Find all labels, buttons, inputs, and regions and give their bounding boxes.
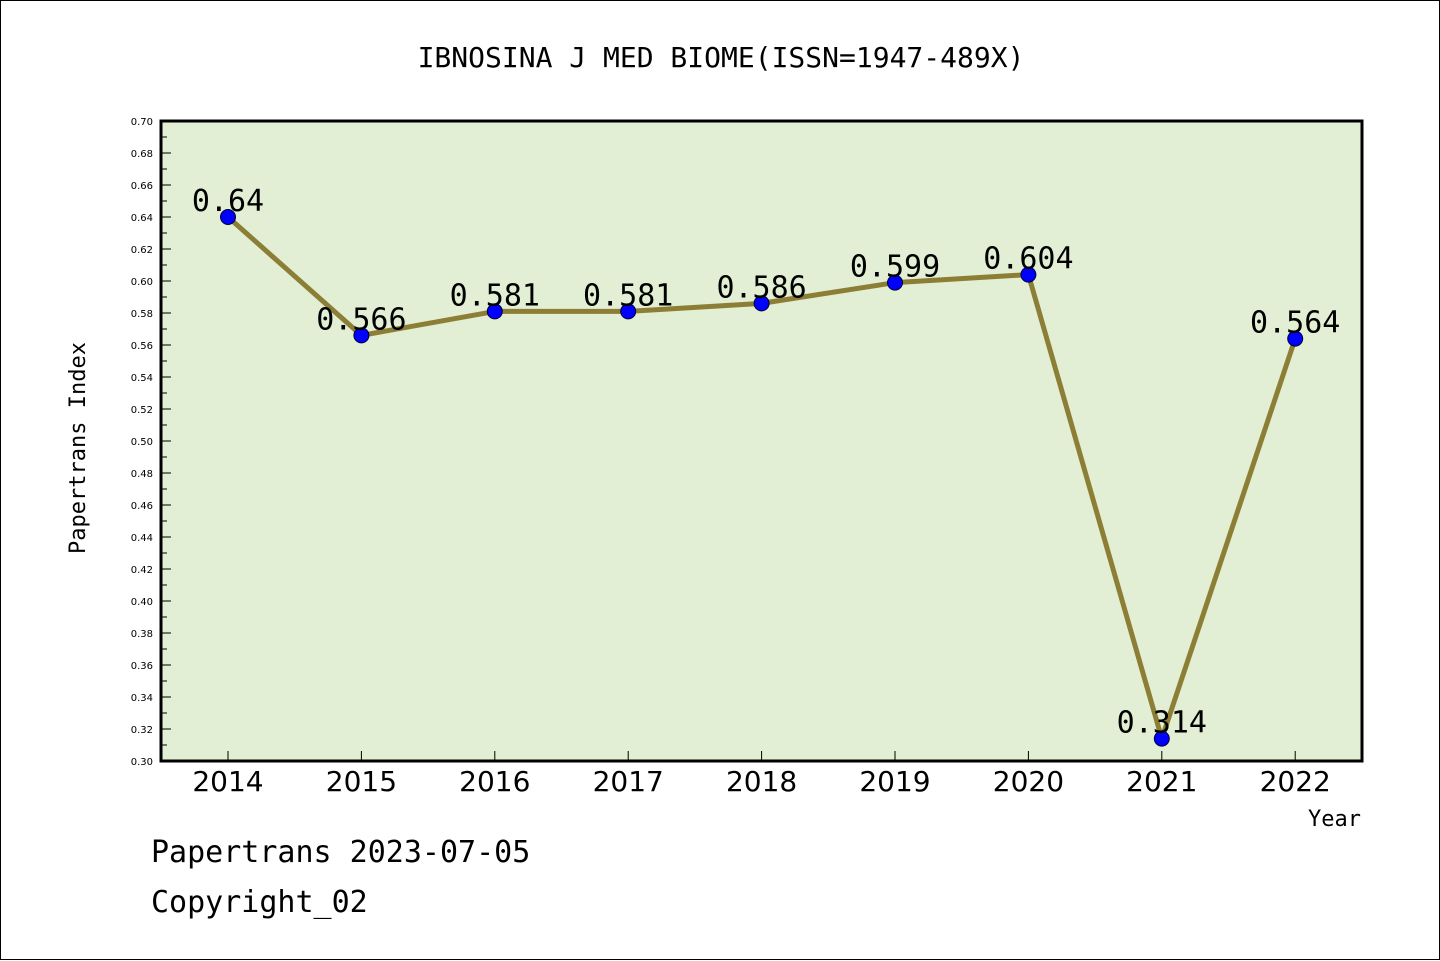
x-axis: 2014 2015 2016 2017 2018 2019 2020 2021 2022 <box>192 751 1331 798</box>
y-tick-label: 0.38 <box>131 629 153 640</box>
y-tick-label: 0.54 <box>131 373 153 384</box>
data-label: 0.566 <box>316 302 406 337</box>
data-point <box>1153 730 1170 747</box>
y-tick-label: 0.68 <box>131 149 153 160</box>
data-label: 0.604 <box>983 242 1073 277</box>
y-tick-label: 0.70 <box>131 117 153 128</box>
y-tick-label: 0.64 <box>131 213 153 224</box>
chart-title: IBNOSINA J MED BIOME(ISSN=1947-489X) <box>418 41 1025 74</box>
data-label: 0.581 <box>583 278 673 313</box>
x-axis-label: Year <box>1308 807 1361 832</box>
x-tick-label: 2021 <box>1126 765 1197 798</box>
data-label: 0.564 <box>1250 306 1340 341</box>
data-point <box>887 274 903 291</box>
y-tick-label: 0.52 <box>131 405 153 416</box>
x-tick-label: 2014 <box>192 765 263 798</box>
y-axis-label: Papertrans Index <box>66 342 91 554</box>
y-tick-label: 0.40 <box>131 597 153 608</box>
y-tick-label: 0.48 <box>131 469 153 480</box>
x-tick-label: 2017 <box>593 765 664 798</box>
data-label: 0.581 <box>450 278 540 313</box>
y-axis: 0.30 0.32 0.34 0.36 0.38 0.40 0.42 0.44 0.46 0.48… <box>131 117 171 768</box>
x-tick-label: 2018 <box>726 765 797 798</box>
y-tick-label: 0.32 <box>131 725 153 736</box>
footer-date: Papertrans 2023-07-05 <box>151 835 531 870</box>
y-tick-label: 0.56 <box>131 341 153 352</box>
plot-area <box>159 119 1364 763</box>
data-labels: 0.64 0.566 0.581 0.581 0.586 0.599 0.604 0.314 0… <box>192 184 1340 741</box>
series-papertrans-index <box>220 209 1304 747</box>
data-label: 0.64 <box>192 184 264 219</box>
x-tick-label: 2019 <box>859 765 930 798</box>
x-tick-label: 2016 <box>459 765 530 798</box>
y-tick-label: 0.66 <box>131 181 153 192</box>
data-point <box>353 327 370 344</box>
y-tick-label: 0.60 <box>131 277 153 288</box>
y-tick-label: 0.34 <box>131 693 153 704</box>
footer-copyright: Copyright_02 <box>151 885 368 920</box>
data-point <box>620 303 637 320</box>
y-tick-label: 0.50 <box>131 437 153 448</box>
data-point <box>1020 266 1037 283</box>
y-tick-label: 0.62 <box>131 245 153 256</box>
data-point <box>1287 330 1304 347</box>
y-tick-label: 0.58 <box>131 309 153 320</box>
y-tick-label: 0.46 <box>131 501 153 512</box>
y-tick-label: 0.36 <box>131 661 153 672</box>
y-tick-label: 0.30 <box>131 757 153 768</box>
data-label: 0.599 <box>850 250 940 285</box>
data-label: 0.586 <box>716 270 806 305</box>
data-label: 0.314 <box>1117 706 1207 741</box>
data-point <box>220 209 236 225</box>
x-tick-label: 2020 <box>993 765 1064 798</box>
y-tick-label: 0.44 <box>131 533 153 544</box>
data-point <box>486 303 503 320</box>
x-tick-label: 2015 <box>326 765 397 798</box>
x-tick-label: 2022 <box>1260 765 1331 798</box>
y-tick-label: 0.42 <box>131 565 153 576</box>
data-point <box>753 295 770 312</box>
